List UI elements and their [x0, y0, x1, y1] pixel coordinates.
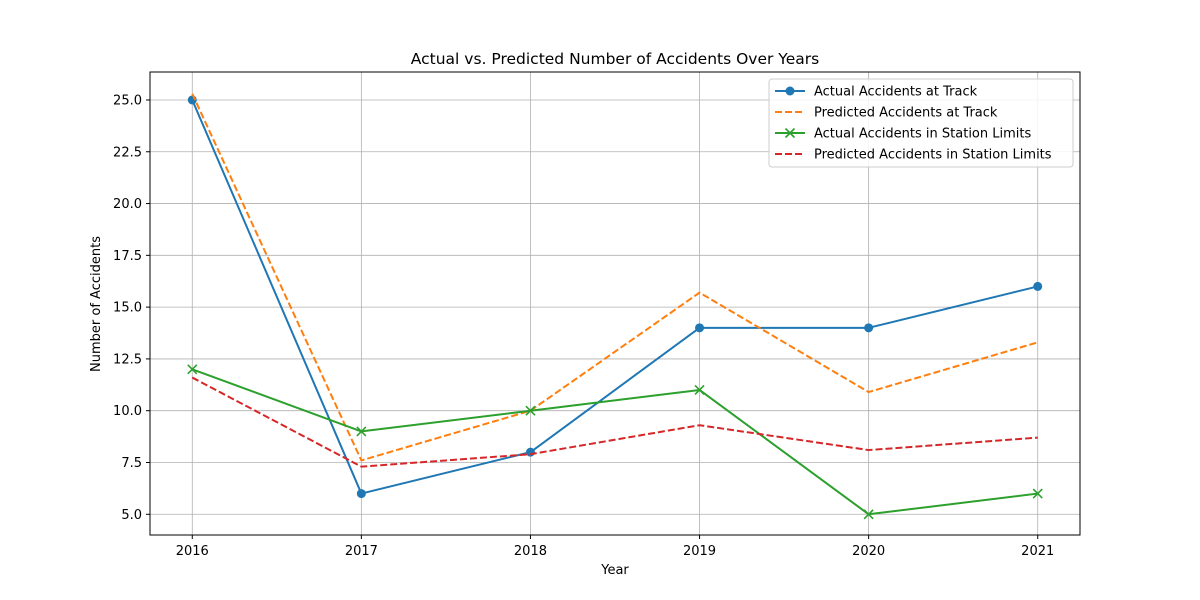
legend-item: Predicted Accidents at Track	[775, 106, 998, 121]
series-line	[191, 99, 1038, 495]
x-tick-label: 2018	[514, 544, 547, 559]
data-point	[863, 509, 874, 520]
y-tick-label: 10.0	[113, 404, 142, 419]
data-point	[356, 489, 366, 499]
y-tick-label: 20.0	[113, 197, 142, 212]
legend-item: Actual Accidents in Station Limits	[775, 127, 1031, 142]
series-group	[187, 93, 1043, 520]
x-axis-title: Year	[600, 563, 629, 578]
legend-label: Actual Accidents at Track	[814, 85, 978, 100]
legend-box	[768, 78, 1074, 168]
legend: Actual Accidents at Track Predicted Accid…	[768, 78, 1074, 168]
data-point	[1032, 488, 1043, 499]
y-tick-label: 7.5	[121, 456, 142, 471]
series-line	[191, 368, 1038, 516]
y-tick-label: 25.0	[113, 93, 142, 108]
legend-label: Actual Accidents in Station Limits	[814, 127, 1031, 142]
data-point	[694, 384, 705, 396]
legend-item: Actual Accidents at Track	[775, 85, 978, 100]
chart-title: Actual vs. Predicted Number of Accidents…	[411, 50, 819, 68]
legend-marker	[785, 86, 795, 96]
data-point	[525, 447, 535, 457]
x-tick-label: 2019	[683, 544, 716, 559]
y-axis-title: Number of Accidents	[89, 236, 104, 372]
data-point	[525, 405, 536, 416]
series-3	[187, 364, 1043, 520]
legend-label: Predicted Accidents at Track	[814, 106, 998, 121]
data-point	[864, 323, 874, 333]
plot-frame	[149, 71, 1081, 536]
axes: 2016 2017 2018 2019 2020 2021 5.0 7.5 10.0 12.5 15…	[113, 71, 1081, 559]
legend-item: Predicted Accidents in Station Limits	[775, 148, 1052, 163]
series-1	[187, 95, 1043, 499]
series-4	[191, 376, 1038, 468]
series-2	[191, 93, 1039, 462]
data-point	[356, 426, 367, 437]
data-point	[695, 323, 705, 333]
y-tick-label: 22.5	[113, 145, 142, 160]
data-point	[1033, 281, 1043, 291]
legend-marker	[784, 127, 796, 139]
y-tick-label: 17.5	[113, 249, 142, 264]
y-tick-label: 12.5	[113, 352, 142, 367]
x-tick-label: 2017	[345, 544, 378, 559]
series-line	[191, 93, 1039, 462]
data-point	[187, 364, 198, 375]
x-tick-label: 2016	[176, 544, 209, 559]
y-tick-label: 5.0	[121, 508, 142, 523]
series-line	[191, 376, 1038, 468]
legend-label: Predicted Accidents in Station Limits	[814, 148, 1052, 163]
x-tick-label: 2020	[852, 544, 885, 559]
x-tick-label: 2021	[1021, 544, 1054, 559]
y-tick-label: 15.0	[113, 301, 142, 316]
